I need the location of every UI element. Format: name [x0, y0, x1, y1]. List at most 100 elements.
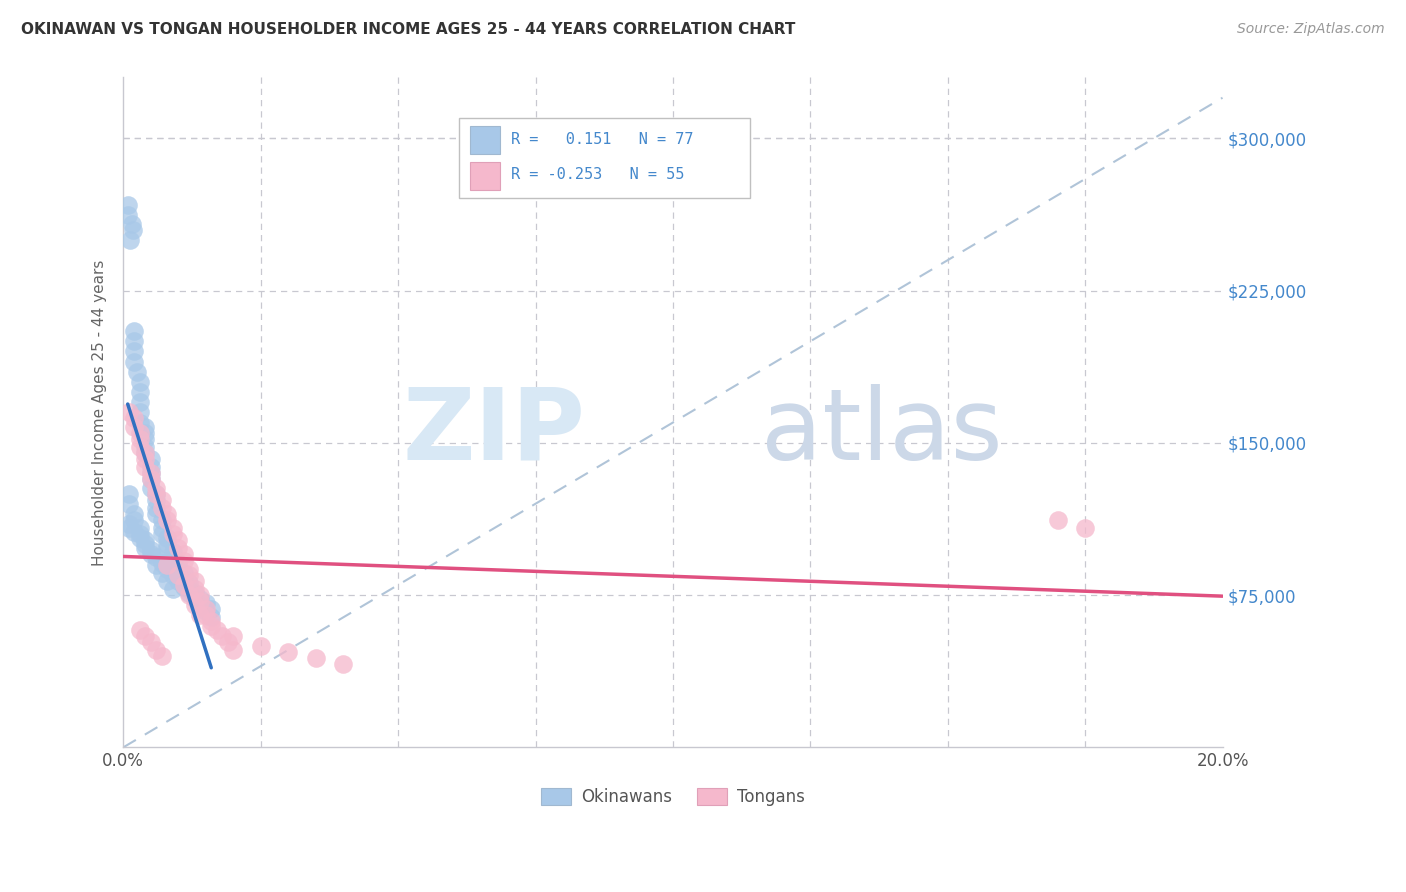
- Point: [167, 562, 190, 576]
- Point: [139, 634, 162, 648]
- Point: [145, 643, 167, 657]
- Point: [128, 405, 150, 419]
- Point: [162, 545, 184, 559]
- Point: [249, 639, 271, 653]
- FancyBboxPatch shape: [458, 118, 749, 198]
- Text: R = -0.253   N = 55: R = -0.253 N = 55: [512, 167, 685, 182]
- Point: [134, 541, 156, 556]
- Point: [188, 592, 211, 607]
- Point: [179, 567, 201, 582]
- Point: [150, 521, 173, 535]
- Point: [188, 594, 211, 608]
- Text: Source: ZipAtlas.com: Source: ZipAtlas.com: [1237, 22, 1385, 37]
- Point: [139, 543, 162, 558]
- Point: [179, 588, 201, 602]
- Point: [122, 223, 145, 237]
- Point: [118, 497, 141, 511]
- Point: [134, 452, 156, 467]
- Point: [139, 548, 162, 562]
- Point: [145, 507, 167, 521]
- Point: [124, 334, 146, 349]
- Point: [145, 492, 167, 507]
- Point: [305, 651, 328, 665]
- Point: [121, 217, 143, 231]
- Point: [134, 460, 156, 475]
- Point: [128, 425, 150, 440]
- Point: [150, 492, 173, 507]
- Point: [156, 531, 179, 545]
- Point: [184, 586, 207, 600]
- Point: [188, 608, 211, 623]
- Point: [139, 481, 162, 495]
- Point: [128, 416, 150, 430]
- Point: [194, 596, 217, 610]
- Point: [139, 452, 162, 467]
- Point: [134, 419, 156, 434]
- Point: [173, 548, 195, 562]
- Point: [128, 385, 150, 400]
- Point: [134, 533, 156, 548]
- Point: [139, 472, 162, 486]
- Point: [118, 486, 141, 500]
- Point: [167, 541, 190, 556]
- Point: [124, 411, 146, 425]
- Point: [156, 574, 179, 588]
- Point: [134, 440, 156, 454]
- Point: [145, 558, 167, 572]
- Point: [156, 562, 179, 576]
- Point: [194, 604, 217, 618]
- Point: [188, 599, 211, 613]
- Point: [184, 574, 207, 588]
- Point: [150, 513, 173, 527]
- Point: [200, 615, 222, 629]
- Point: [167, 574, 190, 588]
- Point: [128, 527, 150, 541]
- Point: [145, 486, 167, 500]
- Point: [128, 531, 150, 545]
- Text: atlas: atlas: [761, 384, 1002, 481]
- Point: [173, 553, 195, 567]
- Point: [277, 645, 299, 659]
- Point: [139, 472, 162, 486]
- Point: [124, 525, 146, 540]
- Point: [156, 541, 179, 556]
- Point: [128, 521, 150, 535]
- Point: [150, 556, 173, 570]
- Point: [128, 395, 150, 409]
- Point: [156, 513, 179, 527]
- Text: ZIP: ZIP: [402, 384, 585, 481]
- Point: [162, 582, 184, 596]
- Point: [124, 419, 146, 434]
- Point: [134, 432, 156, 446]
- Point: [194, 602, 217, 616]
- Point: [217, 634, 239, 648]
- Point: [156, 537, 179, 551]
- Point: [124, 324, 146, 338]
- Point: [156, 558, 179, 572]
- Point: [118, 516, 141, 531]
- Point: [124, 507, 146, 521]
- Point: [162, 551, 184, 566]
- Point: [150, 500, 173, 515]
- Point: [222, 629, 245, 643]
- Point: [134, 629, 156, 643]
- Point: [125, 365, 148, 379]
- Point: [173, 572, 195, 586]
- Point: [124, 513, 146, 527]
- Point: [184, 582, 207, 596]
- Y-axis label: Householder Income Ages 25 - 44 years: Householder Income Ages 25 - 44 years: [93, 260, 107, 566]
- Point: [222, 643, 245, 657]
- Point: [184, 592, 207, 607]
- Point: [1046, 513, 1069, 527]
- Point: [150, 527, 173, 541]
- Point: [117, 198, 139, 212]
- Point: [167, 567, 190, 582]
- Point: [139, 460, 162, 475]
- Point: [139, 467, 162, 481]
- Point: [134, 537, 156, 551]
- Point: [128, 623, 150, 637]
- Point: [179, 582, 201, 596]
- Point: [200, 602, 222, 616]
- Point: [200, 610, 222, 624]
- Point: [150, 566, 173, 580]
